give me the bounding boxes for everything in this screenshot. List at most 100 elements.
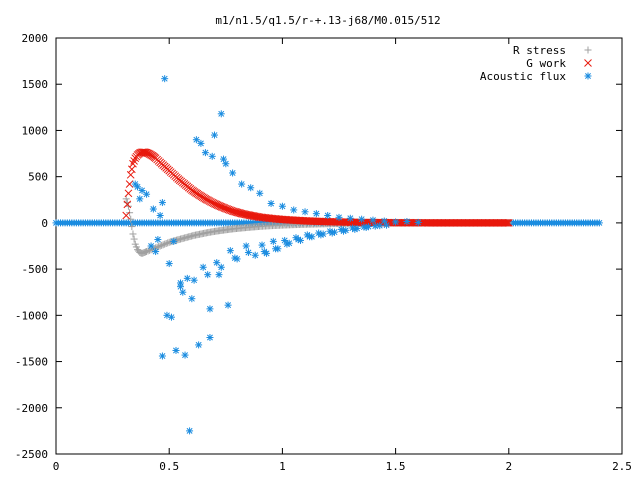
plot-frame bbox=[55, 37, 623, 455]
data-point bbox=[315, 229, 323, 237]
data-point bbox=[292, 234, 300, 242]
chart-title: m1/n1.5/q1.5/r-+.13-j68/M0.015/512 bbox=[215, 14, 440, 27]
y-tick-label: 1000 bbox=[22, 124, 49, 137]
data-point bbox=[380, 217, 388, 225]
y-tick-label: -1000 bbox=[15, 309, 48, 322]
data-point bbox=[134, 150, 143, 158]
data-point bbox=[144, 247, 152, 255]
data-point bbox=[349, 224, 357, 232]
y-tick-label: -500 bbox=[22, 263, 49, 276]
data-point bbox=[224, 205, 233, 214]
data-point bbox=[256, 189, 264, 197]
legend-label: R stress bbox=[513, 44, 566, 57]
data-point bbox=[281, 236, 289, 244]
data-point bbox=[267, 199, 275, 207]
x-tick-label: 2.5 bbox=[612, 460, 632, 473]
data-point bbox=[353, 218, 362, 227]
data-point bbox=[201, 149, 209, 157]
data-point bbox=[124, 189, 133, 198]
data-point bbox=[195, 341, 203, 349]
data-point bbox=[161, 240, 169, 248]
data-point bbox=[244, 248, 252, 256]
data-point bbox=[162, 240, 170, 248]
data-point bbox=[360, 223, 368, 231]
data-point bbox=[500, 219, 509, 227]
data-point bbox=[223, 205, 232, 213]
data-point bbox=[301, 208, 309, 216]
data-point bbox=[219, 203, 227, 212]
data-point bbox=[149, 205, 157, 213]
data-point bbox=[159, 241, 167, 249]
data-point bbox=[190, 276, 198, 284]
data-point bbox=[179, 288, 187, 296]
data-point bbox=[210, 131, 218, 139]
data-point bbox=[177, 283, 185, 291]
data-point bbox=[134, 183, 142, 191]
data-point bbox=[122, 195, 130, 203]
data-point bbox=[123, 200, 132, 209]
data-point bbox=[204, 271, 212, 279]
data-point bbox=[183, 274, 191, 282]
y-tick-label: -1500 bbox=[15, 356, 48, 369]
data-point bbox=[129, 230, 137, 238]
data-point bbox=[226, 206, 234, 214]
data-point bbox=[414, 218, 422, 226]
data-point bbox=[278, 202, 286, 210]
data-point bbox=[213, 201, 222, 209]
legend-marker bbox=[584, 72, 592, 80]
x-tick-label: 0.5 bbox=[159, 460, 179, 473]
data-point bbox=[130, 235, 138, 243]
x-axis: 0 0.5 1 1.5 2 2.5 bbox=[53, 38, 632, 473]
data-point bbox=[346, 214, 354, 222]
data-point bbox=[164, 239, 172, 247]
data-point bbox=[308, 217, 316, 225]
data-point bbox=[383, 221, 391, 229]
data-point bbox=[143, 149, 152, 157]
data-point bbox=[192, 136, 200, 144]
data-point bbox=[502, 219, 510, 227]
acoustic-flux-point bbox=[595, 219, 603, 227]
data-point bbox=[371, 222, 379, 230]
data-point bbox=[217, 203, 226, 211]
data-point bbox=[122, 211, 131, 220]
data-point bbox=[335, 213, 343, 221]
y-tick-label: -2000 bbox=[15, 402, 48, 415]
data-point bbox=[238, 180, 246, 188]
x-tick-label: 0 bbox=[53, 460, 60, 473]
data-point bbox=[224, 301, 232, 309]
data-point bbox=[326, 227, 334, 235]
data-point bbox=[215, 271, 223, 279]
data-point bbox=[170, 237, 178, 245]
legend-marker bbox=[584, 46, 592, 54]
data-point bbox=[199, 263, 207, 271]
data-point bbox=[222, 160, 230, 168]
data-point bbox=[229, 169, 237, 177]
data-point bbox=[272, 245, 280, 253]
data-point bbox=[143, 190, 151, 198]
data-point bbox=[132, 243, 140, 251]
data-point bbox=[251, 251, 259, 259]
x-tick-label: 1 bbox=[279, 460, 286, 473]
data-series bbox=[52, 75, 603, 435]
data-point bbox=[136, 195, 144, 203]
data-point bbox=[167, 313, 175, 321]
data-point bbox=[161, 75, 169, 83]
data-point bbox=[186, 427, 194, 435]
y-tick-label: 0 bbox=[41, 217, 48, 230]
data-point bbox=[231, 254, 239, 262]
data-point bbox=[128, 223, 136, 231]
data-point bbox=[319, 217, 328, 226]
data-point bbox=[392, 218, 400, 226]
data-point bbox=[206, 334, 214, 342]
data-point bbox=[242, 242, 250, 250]
legend-label: G work bbox=[526, 57, 566, 70]
data-point bbox=[212, 200, 221, 209]
plot-border bbox=[55, 37, 623, 455]
data-point bbox=[158, 199, 166, 207]
y-tick-label: 1500 bbox=[22, 78, 49, 91]
data-point bbox=[503, 219, 512, 227]
data-point bbox=[158, 241, 166, 249]
data-point bbox=[156, 211, 164, 219]
